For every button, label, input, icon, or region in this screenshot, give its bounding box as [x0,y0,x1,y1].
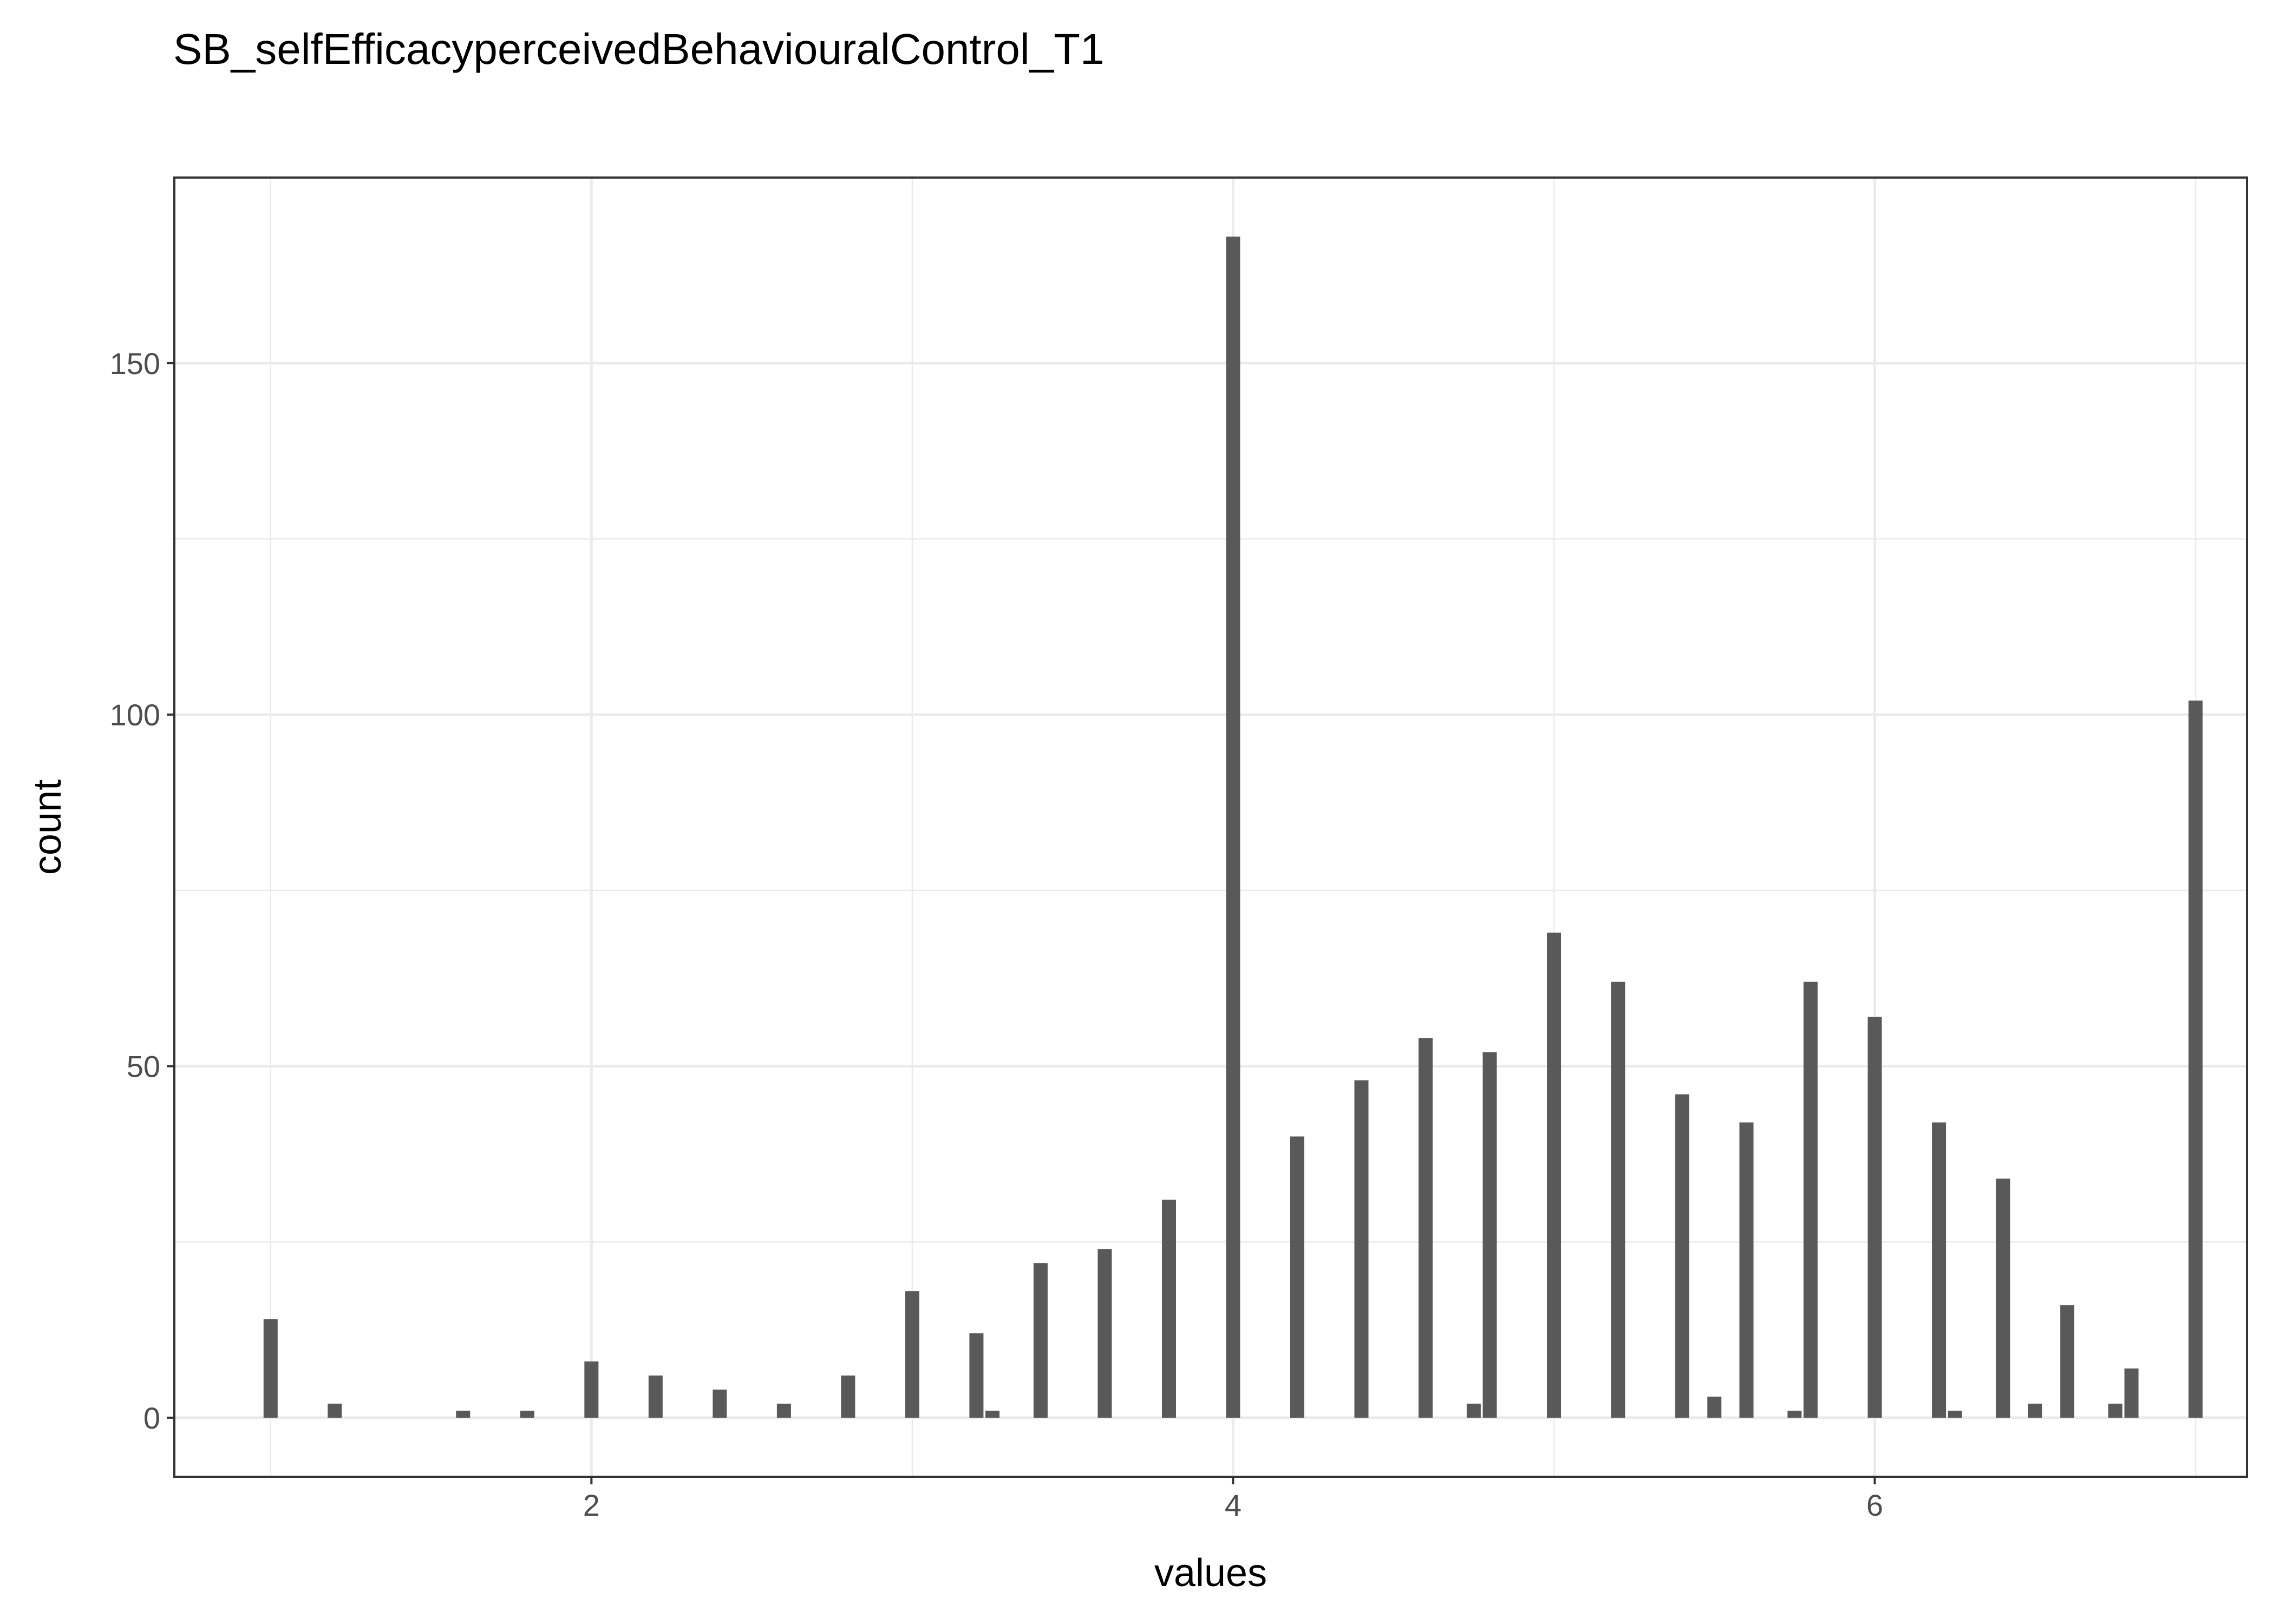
histogram-bar [2060,1305,2075,1418]
histogram-bar [1482,1052,1497,1418]
histogram-bar [905,1291,919,1418]
histogram-bar [1675,1094,1690,1418]
histogram-bar [1226,237,1240,1418]
histogram-bar [1803,981,1818,1418]
plot-panel-border [173,176,2248,1478]
chart-title: SB_selfEfficacyperceivedBehaviouralContr… [173,25,1104,73]
histogram-bar [648,1375,663,1418]
histogram-bar [1996,1178,2010,1418]
y-tick-label: 100 [110,698,160,732]
histogram-bar [1932,1122,1946,1418]
plot-panel-background [174,178,2247,1477]
histogram-bar [969,1333,984,1418]
histogram-bar [1097,1249,1112,1418]
histogram-bar [2108,1403,2123,1418]
histogram-bar [1466,1403,1481,1418]
histogram-bar [1290,1136,1304,1418]
bars-group [263,237,2203,1418]
histogram-bar [841,1375,855,1418]
histogram-bar [2028,1403,2042,1418]
x-tick-label: 6 [1866,1488,1883,1522]
histogram-bar [713,1389,727,1418]
histogram-bar [985,1410,1000,1418]
y-axis-title: count [26,780,69,875]
x-tick-label: 2 [583,1488,600,1522]
histogram-bar [1161,1200,1176,1418]
histogram-bar [1419,1038,1433,1418]
histogram-bar [1354,1080,1369,1418]
histogram-bar [776,1403,791,1418]
histogram-bar [1948,1410,1962,1418]
y-tick-label: 50 [127,1050,160,1084]
histogram-bar [584,1361,599,1418]
histogram-bar [520,1410,534,1418]
histogram-bar [1611,981,1625,1418]
histogram-bar [328,1403,342,1418]
histogram-bar [1787,1410,1802,1418]
y-tick-label: 0 [143,1401,160,1435]
histogram-bar [2188,700,2203,1418]
x-axis-title: values [1154,1551,1267,1595]
histogram-bar [1707,1396,1722,1418]
y-tick-label: 150 [110,346,160,381]
histogram-bar [1739,1122,1754,1418]
axis-ticks: 2 4 6 0 50 100 150 [110,346,1884,1522]
histogram-bar [2124,1368,2139,1418]
histogram-bar [263,1319,278,1418]
histogram-bar [1547,932,1561,1418]
histogram-bar [456,1410,471,1418]
x-tick-label: 4 [1225,1488,1241,1522]
histogram-bar [1867,1017,1882,1418]
histogram-bar [1033,1263,1048,1418]
